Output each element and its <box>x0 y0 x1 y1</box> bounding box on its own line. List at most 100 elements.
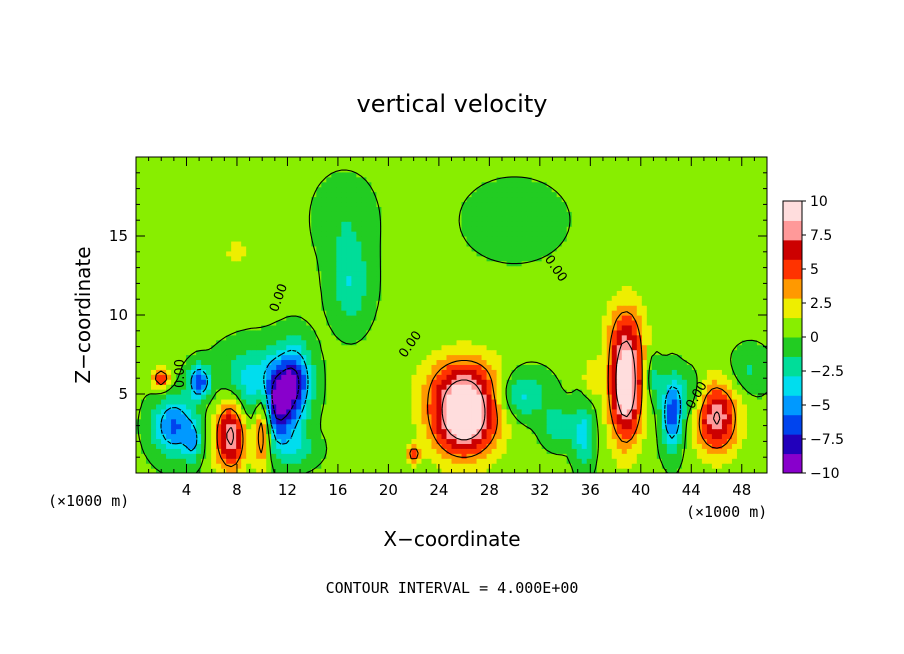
heatmap-cell <box>401 403 408 410</box>
heatmap-cell <box>426 280 433 286</box>
heatmap-cell <box>201 295 207 301</box>
heatmap-cell <box>321 463 327 469</box>
heatmap-cell <box>576 374 583 380</box>
heatmap-cell <box>731 295 738 301</box>
heatmap-cell <box>211 349 217 356</box>
heatmap-cell <box>646 403 653 410</box>
heatmap-cell <box>451 290 458 296</box>
heatmap-cell <box>296 453 302 459</box>
heatmap-cell <box>531 438 538 444</box>
heatmap-cell <box>481 443 488 449</box>
heatmap-cell <box>621 305 628 311</box>
heatmap-cell <box>476 408 483 415</box>
heatmap-cell <box>651 354 658 361</box>
heatmap-cell <box>741 334 748 341</box>
heatmap-cell <box>591 384 598 390</box>
heatmap-cell <box>676 379 683 385</box>
heatmap-cell <box>316 379 322 385</box>
heatmap-cell <box>746 379 753 385</box>
heatmap-cell <box>501 290 508 296</box>
heatmap-cell <box>681 344 688 351</box>
heatmap-cell <box>176 394 182 400</box>
heatmap-cell <box>176 433 182 440</box>
heatmap-cell <box>361 349 367 356</box>
heatmap-cell <box>516 310 523 316</box>
heatmap-cell <box>381 359 387 365</box>
heatmap-cell <box>366 285 372 291</box>
heatmap-cell <box>581 394 588 400</box>
heatmap-cell <box>431 379 438 385</box>
heatmap-cell <box>626 290 633 296</box>
heatmap-cell <box>281 453 287 459</box>
heatmap-cell <box>496 418 503 425</box>
heatmap-cell <box>611 374 618 380</box>
heatmap-cell <box>481 433 488 440</box>
heatmap-cell <box>191 379 197 385</box>
heatmap-cell <box>386 423 393 430</box>
heatmap-cell <box>271 384 277 390</box>
heatmap-cell <box>586 280 593 286</box>
heatmap-cell <box>451 379 458 385</box>
heatmap-cell <box>306 305 312 311</box>
heatmap-cell <box>691 463 698 469</box>
heatmap-cell <box>256 295 262 301</box>
heatmap-cell <box>156 339 162 346</box>
heatmap-cell <box>586 324 593 331</box>
heatmap-cell <box>751 384 758 390</box>
heatmap-cell <box>721 334 728 341</box>
heatmap-cell <box>401 374 408 380</box>
heatmap-cell <box>191 295 197 301</box>
heatmap-cell <box>181 295 187 301</box>
heatmap-cell <box>426 364 433 370</box>
heatmap-cell <box>486 354 493 361</box>
heatmap-cell <box>426 374 433 380</box>
heatmap-cell <box>531 285 538 291</box>
heatmap-cell <box>251 315 257 321</box>
heatmap-cell <box>411 374 418 380</box>
heatmap-cell <box>371 285 377 291</box>
heatmap-cell <box>216 413 222 420</box>
heatmap-cell <box>411 305 418 311</box>
heatmap-cell <box>551 384 558 390</box>
heatmap-cell <box>581 319 588 326</box>
heatmap-cell <box>201 389 207 395</box>
heatmap-cell <box>311 339 317 346</box>
heatmap-cell <box>351 448 357 454</box>
heatmap-cell <box>411 413 418 420</box>
heatmap-cell <box>141 339 147 346</box>
heatmap-cell <box>286 433 292 440</box>
heatmap-cell <box>346 280 352 286</box>
heatmap-cell <box>616 398 623 405</box>
heatmap-cell <box>756 418 763 425</box>
heatmap-cell <box>366 310 372 316</box>
heatmap-cell <box>571 300 578 306</box>
heatmap-cell <box>646 359 653 365</box>
heatmap-cell <box>611 433 618 440</box>
heatmap-cell <box>416 408 423 415</box>
heatmap-cell <box>411 339 418 346</box>
heatmap-cell <box>506 384 513 390</box>
heatmap-cell <box>466 300 473 306</box>
heatmap-cell <box>296 433 302 440</box>
heatmap-cell <box>751 310 758 316</box>
heatmap-cell <box>176 468 182 473</box>
heatmap-cell <box>226 453 232 459</box>
heatmap-cell <box>241 374 247 380</box>
heatmap-cell <box>441 413 448 420</box>
heatmap-cell <box>446 403 453 410</box>
heatmap-cell <box>656 300 663 306</box>
heatmap-cell <box>646 310 653 316</box>
heatmap-cell <box>416 295 423 301</box>
heatmap-cell <box>166 369 172 375</box>
heatmap-cell <box>726 359 733 365</box>
heatmap-cell <box>446 438 453 444</box>
heatmap-cell <box>431 285 438 291</box>
heatmap-cell <box>701 324 708 331</box>
heatmap-cell <box>451 305 458 311</box>
heatmap-cell <box>661 374 668 380</box>
heatmap-cell <box>156 413 162 420</box>
heatmap-cell <box>431 369 438 375</box>
heatmap-cell <box>626 468 633 473</box>
heatmap-cell <box>186 398 192 405</box>
heatmap-cell <box>156 408 162 415</box>
